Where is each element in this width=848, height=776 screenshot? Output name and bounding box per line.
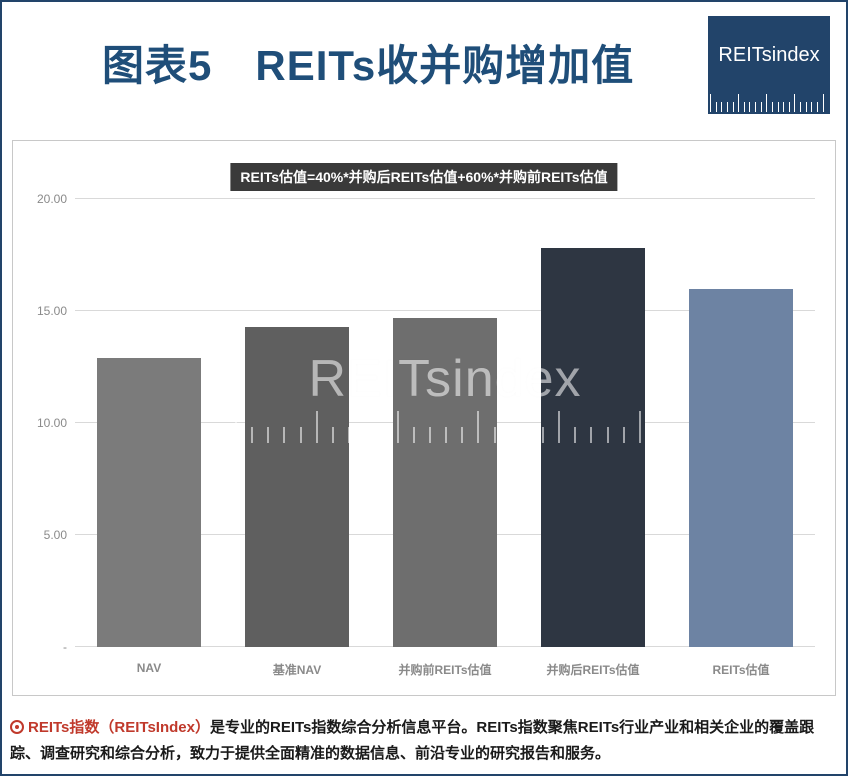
x-tick-label: NAV xyxy=(75,647,223,695)
footer-brand: REITs指数 xyxy=(28,719,99,736)
bar-slot xyxy=(667,199,815,647)
bar xyxy=(393,318,497,647)
y-tick-label: 15.00 xyxy=(37,304,67,318)
bullet-icon xyxy=(10,720,24,734)
header: 图表5 REITs收并购增加值 REITsindex xyxy=(2,2,846,114)
bar xyxy=(689,289,793,647)
chart-legend: REITs估值=40%*并购后REITs估值+60%*并购前REITs估值 xyxy=(230,163,617,191)
logo-ruler-icon xyxy=(708,90,830,114)
plot-area: REITsindex xyxy=(75,199,815,647)
x-tick-label: REITs估值 xyxy=(667,647,815,695)
bar-slot xyxy=(223,199,371,647)
y-tick-label: 20.00 xyxy=(37,192,67,206)
x-tick-label: 并购后REITs估值 xyxy=(519,647,667,695)
x-axis-labels: NAV基准NAV并购前REITs估值并购后REITs估值REITs估值 xyxy=(75,647,815,695)
bar-slot xyxy=(519,199,667,647)
logo: REITsindex xyxy=(708,16,830,114)
y-axis: -5.0010.0015.0020.00 xyxy=(13,199,75,647)
y-tick-label: 10.00 xyxy=(37,416,67,430)
bar-slot xyxy=(371,199,519,647)
figure-title: 图表5 REITs收并购增加值 xyxy=(102,32,634,93)
bar xyxy=(97,358,201,647)
bars-group xyxy=(75,199,815,647)
footer-brand-paren: （REITsIndex） xyxy=(99,719,210,736)
y-tick-label: - xyxy=(63,640,67,654)
y-tick-label: 5.00 xyxy=(44,528,67,542)
x-tick-label: 基准NAV xyxy=(223,647,371,695)
x-tick-label: 并购前REITs估值 xyxy=(371,647,519,695)
bar-slot xyxy=(75,199,223,647)
footer-caption: REITs指数（REITsIndex）是专业的REITs指数综合分析信息平台。R… xyxy=(10,715,838,766)
bar xyxy=(541,248,645,647)
figure-container: 图表5 REITs收并购增加值 REITsindex REITs估值=40%*并… xyxy=(0,0,848,776)
chart-area: REITs估值=40%*并购后REITs估值+60%*并购前REITs估值 - 5… xyxy=(12,140,836,696)
bar xyxy=(245,327,349,647)
logo-text: REITsindex xyxy=(708,16,830,67)
